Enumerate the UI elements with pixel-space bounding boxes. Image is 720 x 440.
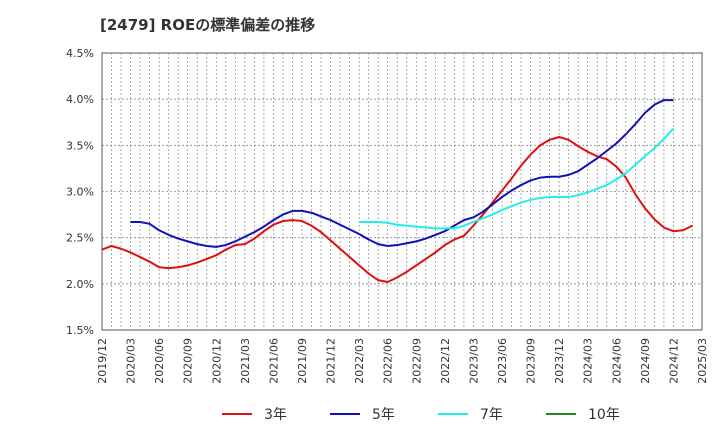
y-tick-label: 4.5% — [66, 47, 94, 60]
chart-title: [2479] ROEの標準偏差の推移 — [100, 16, 316, 34]
legend: 3年 5年 7年 10年 — [222, 407, 620, 423]
x-tick-label: 2022/09 — [410, 338, 423, 384]
axes: 1.5% 2.0% 2.5% 3.0% 3.5% 4.0% 4.5% 2019/12 2020/… — [66, 47, 709, 384]
x-tick-label: 2024/03 — [582, 338, 595, 384]
x-tick-label: 2023/12 — [553, 338, 566, 384]
x-tick-label: 2022/03 — [353, 338, 366, 384]
x-tick-label: 2023/06 — [496, 338, 509, 384]
x-tick-label: 2021/06 — [267, 338, 280, 384]
y-tick-label: 2.5% — [66, 232, 94, 245]
legend-label-10年: 10年 — [588, 407, 620, 423]
y-tick-label: 3.5% — [66, 139, 94, 152]
legend-label-3年: 3年 — [264, 407, 287, 423]
series-line-7年 — [359, 128, 675, 230]
x-tick-label: 2021/12 — [325, 338, 338, 384]
legend-label-5年: 5年 — [372, 407, 395, 423]
y-tick-label: 3.0% — [66, 186, 94, 199]
x-tick-label: 2021/03 — [239, 338, 252, 384]
x-tick-label: 2025/03 — [696, 338, 709, 384]
x-tick-label: 2021/09 — [296, 338, 309, 384]
series-lines — [101, 99, 693, 283]
x-tick-label: 2023/09 — [525, 338, 538, 384]
x-tick-label: 2022/12 — [439, 338, 452, 384]
x-tick-label: 2019/12 — [96, 338, 109, 384]
x-tick-label: 2020/03 — [125, 338, 138, 384]
y-tick-label: 1.5% — [66, 324, 94, 337]
x-tick-label: 2020/06 — [153, 338, 166, 384]
x-tick-label: 2020/09 — [182, 338, 195, 384]
x-tick-label: 2024/06 — [610, 338, 623, 384]
legend-label-7年: 7年 — [480, 407, 503, 423]
x-tick-label: 2024/09 — [639, 338, 652, 384]
x-tick-label: 2023/03 — [467, 338, 480, 384]
x-tick-label: 2024/12 — [667, 338, 680, 384]
x-tick-label: 2020/12 — [210, 338, 223, 384]
series-line-3年 — [101, 136, 693, 283]
grid — [101, 52, 703, 331]
y-tick-label: 4.0% — [66, 93, 94, 106]
x-tick-label: 2022/06 — [382, 338, 395, 384]
y-tick-label: 2.0% — [66, 278, 94, 291]
series-line-5年 — [130, 99, 674, 248]
